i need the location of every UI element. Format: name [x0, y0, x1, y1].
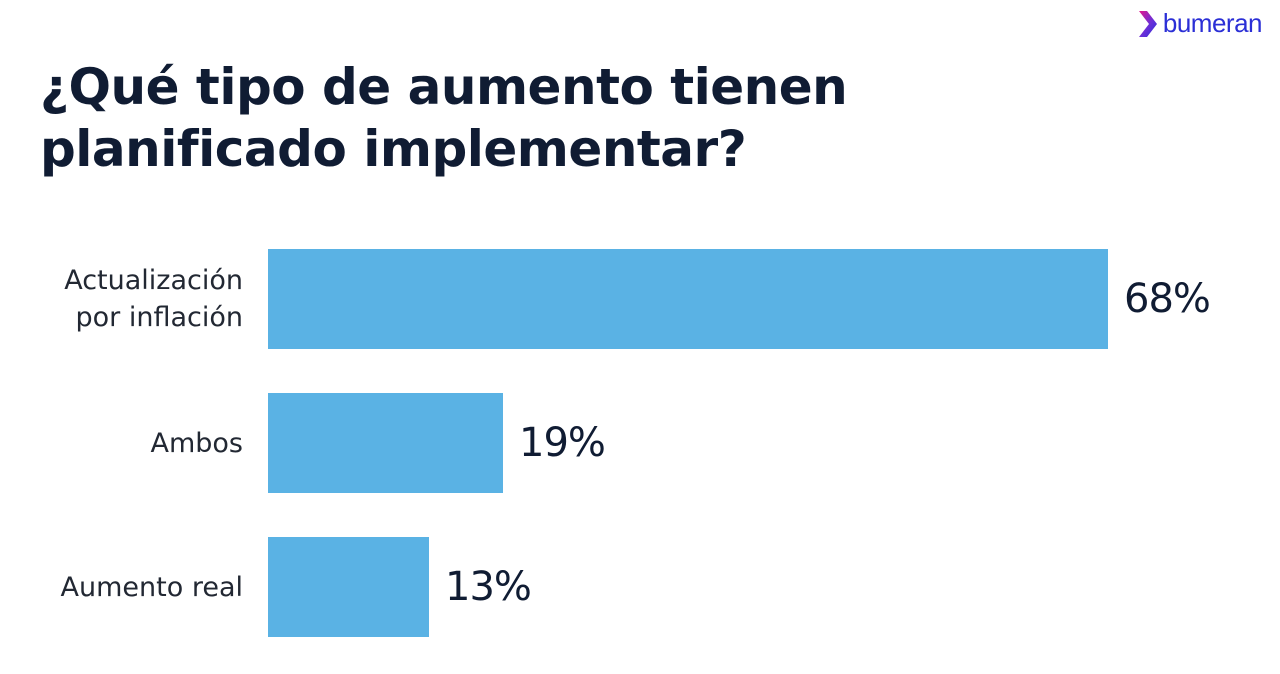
- value-label: 13%: [445, 564, 532, 610]
- brand-name: bumeran: [1162, 8, 1263, 38]
- category-label: Ambos: [3, 425, 244, 462]
- category-label: Aumento real: [3, 569, 243, 606]
- value-label: 19%: [519, 420, 606, 466]
- chart-title-line-1: ¿Qué tipo de aumento tienen: [40, 58, 848, 116]
- chart-title: ¿Qué tipo de aumento tienen planificado …: [40, 56, 1040, 180]
- category-label-line: por inflación: [75, 302, 243, 333]
- brand-logo: bumeran: [1137, 8, 1263, 39]
- category-label: Actualización por inflación: [3, 262, 243, 336]
- chevron-logo-icon: [1138, 10, 1157, 37]
- value-label: 68%: [1124, 276, 1211, 322]
- bar: [268, 537, 429, 637]
- category-label-line: Actualización: [64, 265, 243, 296]
- category-label-line: Aumento real: [60, 571, 243, 603]
- bar: [268, 393, 503, 493]
- category-label-line: Ambos: [150, 427, 244, 459]
- chart-title-line-2: planificado implementar?: [40, 120, 747, 178]
- bar: [268, 249, 1108, 349]
